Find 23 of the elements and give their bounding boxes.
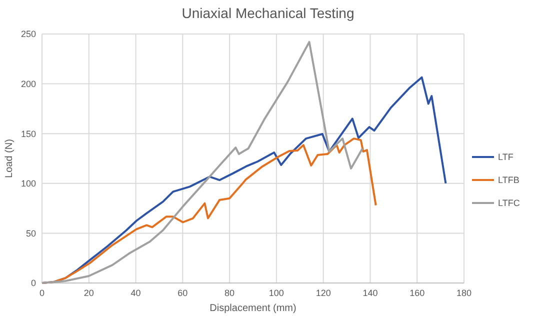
legend-label: LTFC: [498, 198, 520, 208]
chart-title: Uniaxial Mechanical Testing: [182, 5, 354, 21]
y-tick-label: 100: [20, 178, 36, 189]
y-tick-label: 250: [20, 29, 36, 40]
x-axis-title: Displacement (mm): [210, 303, 296, 314]
x-tick-label: 80: [224, 288, 235, 298]
y-tick-label: 150: [20, 128, 36, 139]
x-tick-label: 40: [130, 288, 141, 298]
y-tick-label: 200: [20, 78, 36, 89]
x-tick-label: 60: [178, 288, 188, 298]
x-tick-label: 140: [362, 288, 378, 298]
x-tick-label: 100: [268, 288, 284, 298]
x-tick-label: 120: [316, 288, 331, 298]
y-tick-label: 50: [26, 228, 36, 238]
line-series: [41, 40, 364, 284]
y-axis-title: Load (N): [4, 139, 15, 178]
y-tick-label: 0: [30, 278, 36, 288]
x-tick-label: 180: [456, 288, 472, 298]
legend-label: LTF: [498, 152, 514, 162]
x-tick-label: 0: [39, 288, 45, 298]
x-tick-label: 20: [84, 288, 94, 298]
legend-label: LTFB: [498, 175, 520, 186]
x-tick-label: 160: [410, 288, 425, 298]
